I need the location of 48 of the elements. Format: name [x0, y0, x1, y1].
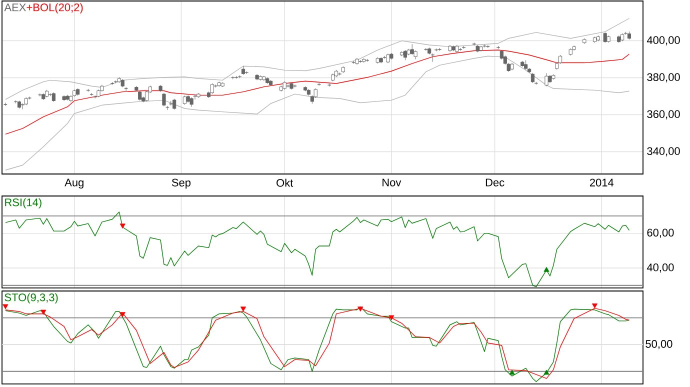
point [358, 306, 364, 312]
point [509, 370, 515, 375]
y-tick-label: 360,00 [647, 110, 680, 120]
candlestick [482, 44, 486, 48]
candlestick [190, 97, 194, 108]
candlestick [603, 32, 607, 44]
text: AEX [4, 4, 26, 12]
point [120, 312, 126, 318]
x-tick-label: 2014 [590, 178, 614, 186]
candlestick [162, 92, 166, 107]
point [592, 303, 598, 308]
candlestick [286, 84, 290, 88]
point [40, 310, 46, 315]
x-tick-label: Sep [172, 178, 191, 189]
candlestick [293, 84, 297, 88]
y-tick-label: 40,00 [646, 263, 674, 273]
x-tick-label: Aug [64, 178, 84, 189]
y-tick-label: 340,00 [647, 147, 680, 156]
candlestick [4, 102, 8, 106]
series-label: RSI(14) [5, 198, 42, 208]
point [2, 304, 8, 310]
candlestick [172, 98, 176, 110]
point [388, 315, 394, 320]
text: +BOL(20;2) [26, 3, 83, 14]
candlestick [403, 50, 408, 60]
candlestick [524, 60, 528, 70]
candlestick [386, 53, 390, 64]
candlestick [530, 72, 535, 84]
x-tick-label: Okt [276, 178, 294, 187]
candlestick [544, 72, 548, 87]
candlestick [410, 44, 414, 56]
candlestick [52, 92, 56, 102]
y-tick-label: 400,00 [646, 36, 680, 46]
candlestick [317, 82, 321, 86]
line-series [5, 50, 630, 135]
candlestick [210, 83, 214, 94]
candlestick [182, 95, 186, 106]
candlestick [138, 90, 142, 101]
y-tick-label: 380,00 [647, 73, 680, 82]
x-tick-label: Dec [486, 178, 504, 186]
y-tick-label: 60,00 [647, 228, 674, 238]
point [240, 306, 246, 312]
line-series [5, 212, 630, 288]
series-label: STO(9,3,3) [4, 293, 58, 304]
line-series [5, 56, 630, 170]
ref-line-label: 50,00 [646, 340, 672, 350]
x-tick-label: Nov [382, 178, 402, 186]
point [544, 370, 550, 375]
